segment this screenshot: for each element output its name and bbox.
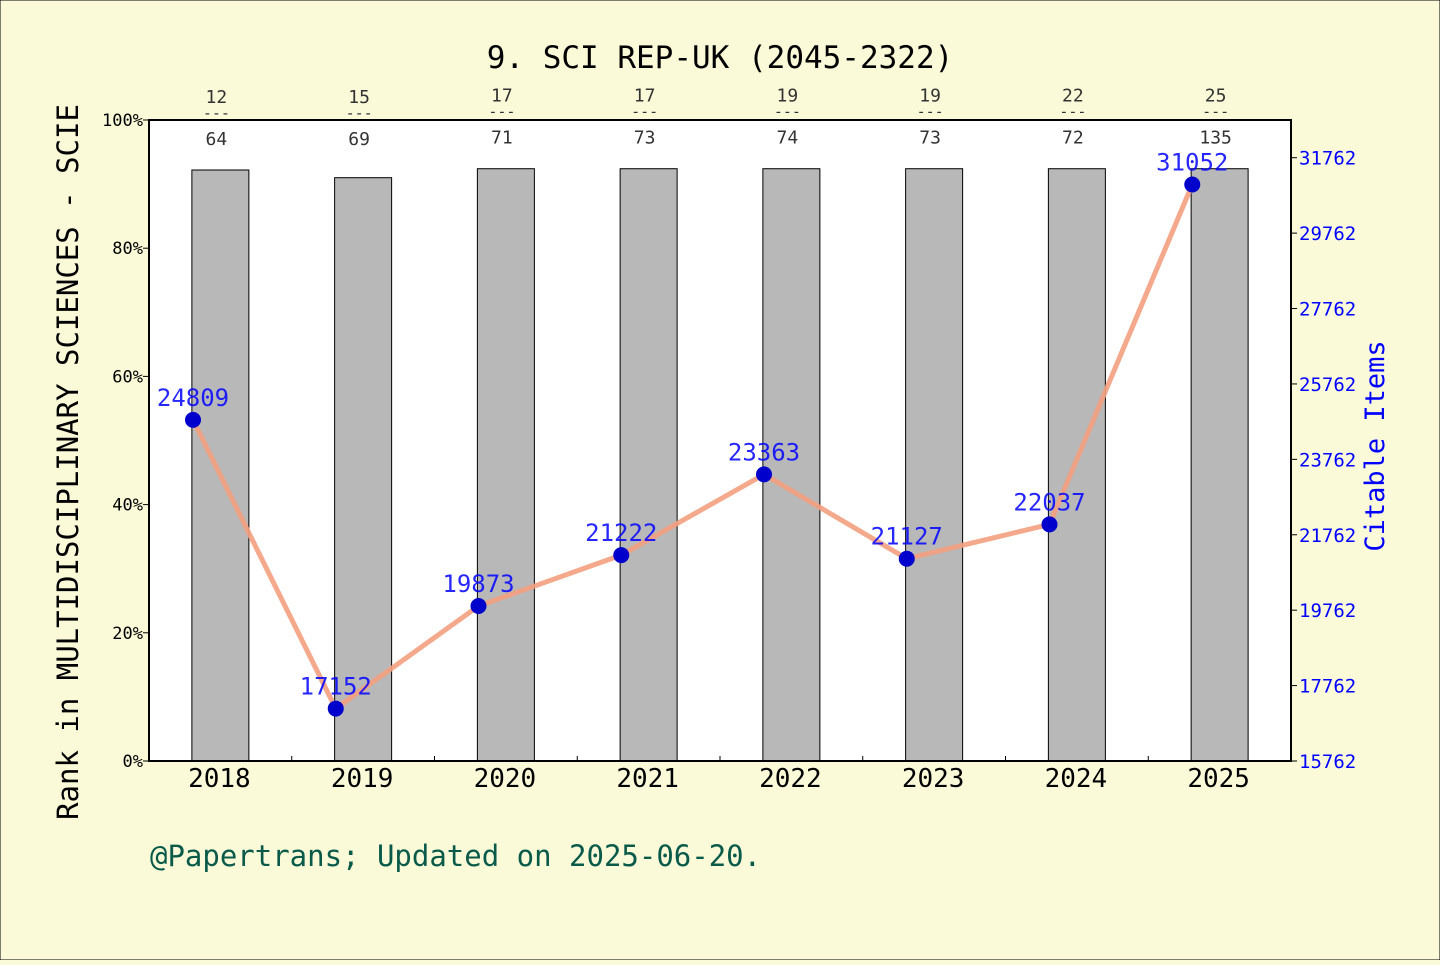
rank-label: 17 bbox=[491, 86, 513, 107]
right-tick-label: 19762 bbox=[1299, 600, 1356, 622]
total-label: 71 bbox=[491, 128, 513, 149]
total-label: 135 bbox=[1199, 128, 1232, 149]
citable-items-point-2022 bbox=[756, 466, 772, 483]
point-value-label: 24809 bbox=[157, 384, 229, 412]
rank-separator: --- bbox=[631, 103, 658, 121]
x-tick-label: 2018 bbox=[188, 764, 251, 794]
right-axis-title: Citable Items bbox=[1360, 340, 1391, 551]
x-tick-label: 2022 bbox=[759, 764, 822, 794]
x-tick-label: 2023 bbox=[902, 764, 965, 794]
bar-2018 bbox=[191, 169, 250, 762]
left-tick-label: 60% bbox=[112, 367, 143, 387]
bar-2019 bbox=[334, 177, 393, 762]
x-tick-label: 2024 bbox=[1045, 764, 1108, 794]
left-tick-label: 100% bbox=[102, 111, 143, 131]
citable-items-point-2023 bbox=[898, 550, 915, 567]
total-label: 72 bbox=[1062, 128, 1084, 149]
rank-separator: --- bbox=[1059, 103, 1086, 121]
citable-items-point-2025 bbox=[1184, 176, 1201, 193]
citable-items-point-2024 bbox=[1041, 516, 1058, 533]
x-axis: 2018 2019 2020 2021 2022 2023 2024 2025 bbox=[188, 756, 1250, 794]
right-tick-label: 31762 bbox=[1299, 148, 1356, 170]
left-axis-title: Rank in MULTIDISCIPLINARY SCIENCES - SCI… bbox=[51, 104, 85, 820]
rank-separator: --- bbox=[774, 103, 801, 121]
point-value-label: 19873 bbox=[442, 570, 514, 598]
rank-label: 12 bbox=[206, 87, 228, 108]
total-label: 74 bbox=[777, 128, 799, 149]
total-label: 69 bbox=[348, 129, 370, 150]
bar-2020 bbox=[476, 168, 535, 762]
point-labels-layer: 24809 17152 19873 21222 23363 21127 22037 31052 bbox=[157, 148, 1229, 700]
rank-label: 19 bbox=[919, 86, 941, 107]
bars-layer bbox=[191, 168, 1249, 762]
rank-separator: --- bbox=[488, 103, 515, 121]
total-label: 73 bbox=[634, 128, 656, 149]
point-value-label: 17152 bbox=[300, 673, 372, 701]
total-label: 73 bbox=[919, 128, 941, 149]
right-tick-label: 15762 bbox=[1299, 751, 1356, 773]
citable-items-point-2020 bbox=[470, 597, 487, 614]
rank-label: 17 bbox=[634, 86, 656, 107]
rank-label: 19 bbox=[777, 86, 799, 107]
x-tick-label: 2019 bbox=[331, 764, 394, 794]
right-tick-label: 17762 bbox=[1299, 676, 1356, 698]
point-value-label: 21222 bbox=[585, 519, 657, 547]
bar-2021 bbox=[619, 168, 678, 762]
citable-items-point-2021 bbox=[613, 547, 630, 564]
citable-items-line bbox=[190, 183, 1195, 712]
citable-items-point-2019 bbox=[327, 700, 344, 717]
chart-title: 9. SCI REP-UK (2045-2322) bbox=[487, 40, 954, 76]
x-tick-label: 2020 bbox=[474, 764, 537, 794]
footer-credit: @Papertrans; Updated on 2025-06-20. bbox=[150, 839, 761, 873]
x-tick-label: 2025 bbox=[1187, 764, 1250, 794]
rank-labels-layer: 12---6415---6917---7117---7319---7419---… bbox=[203, 86, 1232, 150]
right-tick-label: 29762 bbox=[1299, 223, 1356, 245]
total-label: 64 bbox=[206, 129, 228, 150]
rank-separator: --- bbox=[203, 104, 230, 122]
rank-label: 25 bbox=[1205, 86, 1227, 107]
left-tick-label: 20% bbox=[112, 624, 143, 644]
point-value-label: 31052 bbox=[1156, 148, 1228, 176]
rank-separator: --- bbox=[346, 104, 373, 122]
right-tick-label: 27762 bbox=[1299, 299, 1356, 321]
point-value-label: 22037 bbox=[1013, 488, 1085, 516]
right-tick-label: 21762 bbox=[1299, 525, 1356, 547]
plot-area bbox=[149, 120, 1291, 761]
bar-2023 bbox=[905, 168, 964, 762]
point-value-label: 21127 bbox=[871, 523, 943, 551]
left-axis: 0% 20% 40% 60% 80% 100% bbox=[102, 111, 149, 772]
citable-items-point-2018 bbox=[185, 411, 201, 428]
rank-label: 22 bbox=[1062, 86, 1084, 107]
right-tick-label: 25762 bbox=[1299, 374, 1356, 396]
bar-2022 bbox=[762, 168, 821, 762]
left-tick-label: 40% bbox=[112, 496, 143, 516]
x-tick-label: 2021 bbox=[616, 764, 679, 794]
right-tick-label: 23762 bbox=[1299, 449, 1356, 471]
rank-label: 15 bbox=[348, 87, 370, 108]
rank-separator: --- bbox=[917, 103, 944, 121]
right-axis: 15762 17762 19762 21762 23762 25762 27762 29762… bbox=[1291, 148, 1356, 773]
rank-separator: --- bbox=[1202, 103, 1229, 121]
bar-2025 bbox=[1190, 168, 1249, 762]
point-value-label: 23363 bbox=[728, 438, 800, 466]
left-tick-label: 80% bbox=[112, 239, 143, 259]
left-tick-label: 0% bbox=[123, 752, 143, 772]
citable-items-line-layer bbox=[185, 176, 1201, 717]
